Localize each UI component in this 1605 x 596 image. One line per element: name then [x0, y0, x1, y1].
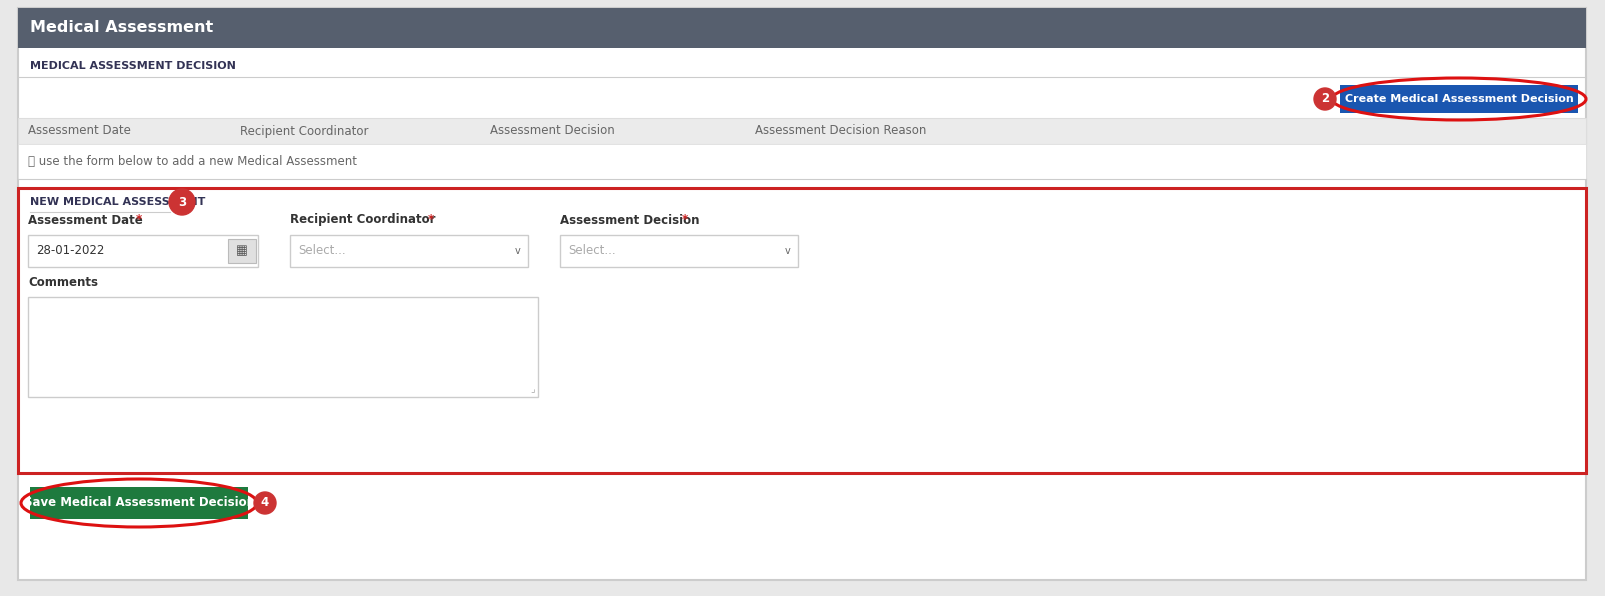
Text: ⓘ use the form below to add a new Medical Assessment: ⓘ use the form below to add a new Medica…: [27, 155, 356, 168]
Text: Select...: Select...: [568, 244, 616, 257]
Text: Medical Assessment: Medical Assessment: [30, 20, 213, 36]
Bar: [18, 188, 1586, 473]
Bar: [228, 239, 257, 263]
Bar: [560, 235, 798, 267]
Text: NEW MEDICAL ASSESSMENT: NEW MEDICAL ASSESSMENT: [30, 197, 205, 207]
Text: 28-01-2022: 28-01-2022: [35, 244, 104, 257]
Text: *: *: [682, 213, 689, 226]
Bar: [18, 144, 1586, 179]
Bar: [291, 235, 528, 267]
Text: 2: 2: [1321, 92, 1329, 105]
Text: Create Medical Assessment Decision: Create Medical Assessment Decision: [1345, 94, 1573, 104]
Text: Comments: Comments: [27, 277, 98, 290]
Text: Assessment Date: Assessment Date: [27, 125, 132, 138]
Bar: [30, 487, 249, 519]
Text: v: v: [785, 246, 791, 256]
Bar: [1340, 85, 1578, 113]
Bar: [27, 297, 538, 397]
Circle shape: [1314, 88, 1335, 110]
Circle shape: [254, 492, 276, 514]
Text: ▦: ▦: [236, 244, 247, 257]
Text: Assessment Decision: Assessment Decision: [560, 213, 703, 226]
Text: 4: 4: [262, 496, 270, 510]
Circle shape: [169, 189, 194, 215]
Bar: [27, 235, 258, 267]
Bar: [18, 8, 1586, 48]
Text: *: *: [429, 213, 435, 226]
Text: Recipient Coordinator: Recipient Coordinator: [291, 213, 440, 226]
Text: ⌟: ⌟: [530, 384, 534, 394]
Text: Assessment Date: Assessment Date: [27, 213, 148, 226]
Text: *: *: [136, 213, 143, 226]
Text: Save Medical Assessment Decision: Save Medical Assessment Decision: [24, 496, 255, 510]
Text: Assessment Decision: Assessment Decision: [490, 125, 615, 138]
Bar: [18, 118, 1586, 144]
Text: Recipient Coordinator: Recipient Coordinator: [241, 125, 369, 138]
Text: 3: 3: [178, 195, 186, 209]
Text: Select...: Select...: [299, 244, 345, 257]
Text: Assessment Decision Reason: Assessment Decision Reason: [754, 125, 926, 138]
Text: v: v: [515, 246, 522, 256]
Text: MEDICAL ASSESSMENT DECISION: MEDICAL ASSESSMENT DECISION: [30, 61, 236, 71]
